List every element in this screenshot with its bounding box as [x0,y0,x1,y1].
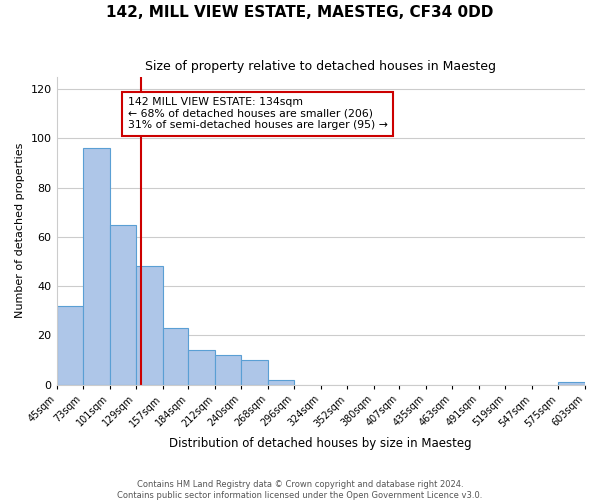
Text: 142, MILL VIEW ESTATE, MAESTEG, CF34 0DD: 142, MILL VIEW ESTATE, MAESTEG, CF34 0DD [106,5,494,20]
Bar [559,382,585,384]
Bar [110,224,136,384]
Bar [136,266,163,384]
Bar [56,306,83,384]
Bar [215,355,241,384]
Bar [241,360,268,384]
X-axis label: Distribution of detached houses by size in Maesteg: Distribution of detached houses by size … [169,437,472,450]
Bar [268,380,294,384]
Text: Contains HM Land Registry data © Crown copyright and database right 2024.
Contai: Contains HM Land Registry data © Crown c… [118,480,482,500]
Bar [83,148,110,384]
Y-axis label: Number of detached properties: Number of detached properties [15,143,25,318]
Bar [163,328,188,384]
Bar [188,350,215,384]
Title: Size of property relative to detached houses in Maesteg: Size of property relative to detached ho… [145,60,496,73]
Text: 142 MILL VIEW ESTATE: 134sqm
← 68% of detached houses are smaller (206)
31% of s: 142 MILL VIEW ESTATE: 134sqm ← 68% of de… [128,97,388,130]
